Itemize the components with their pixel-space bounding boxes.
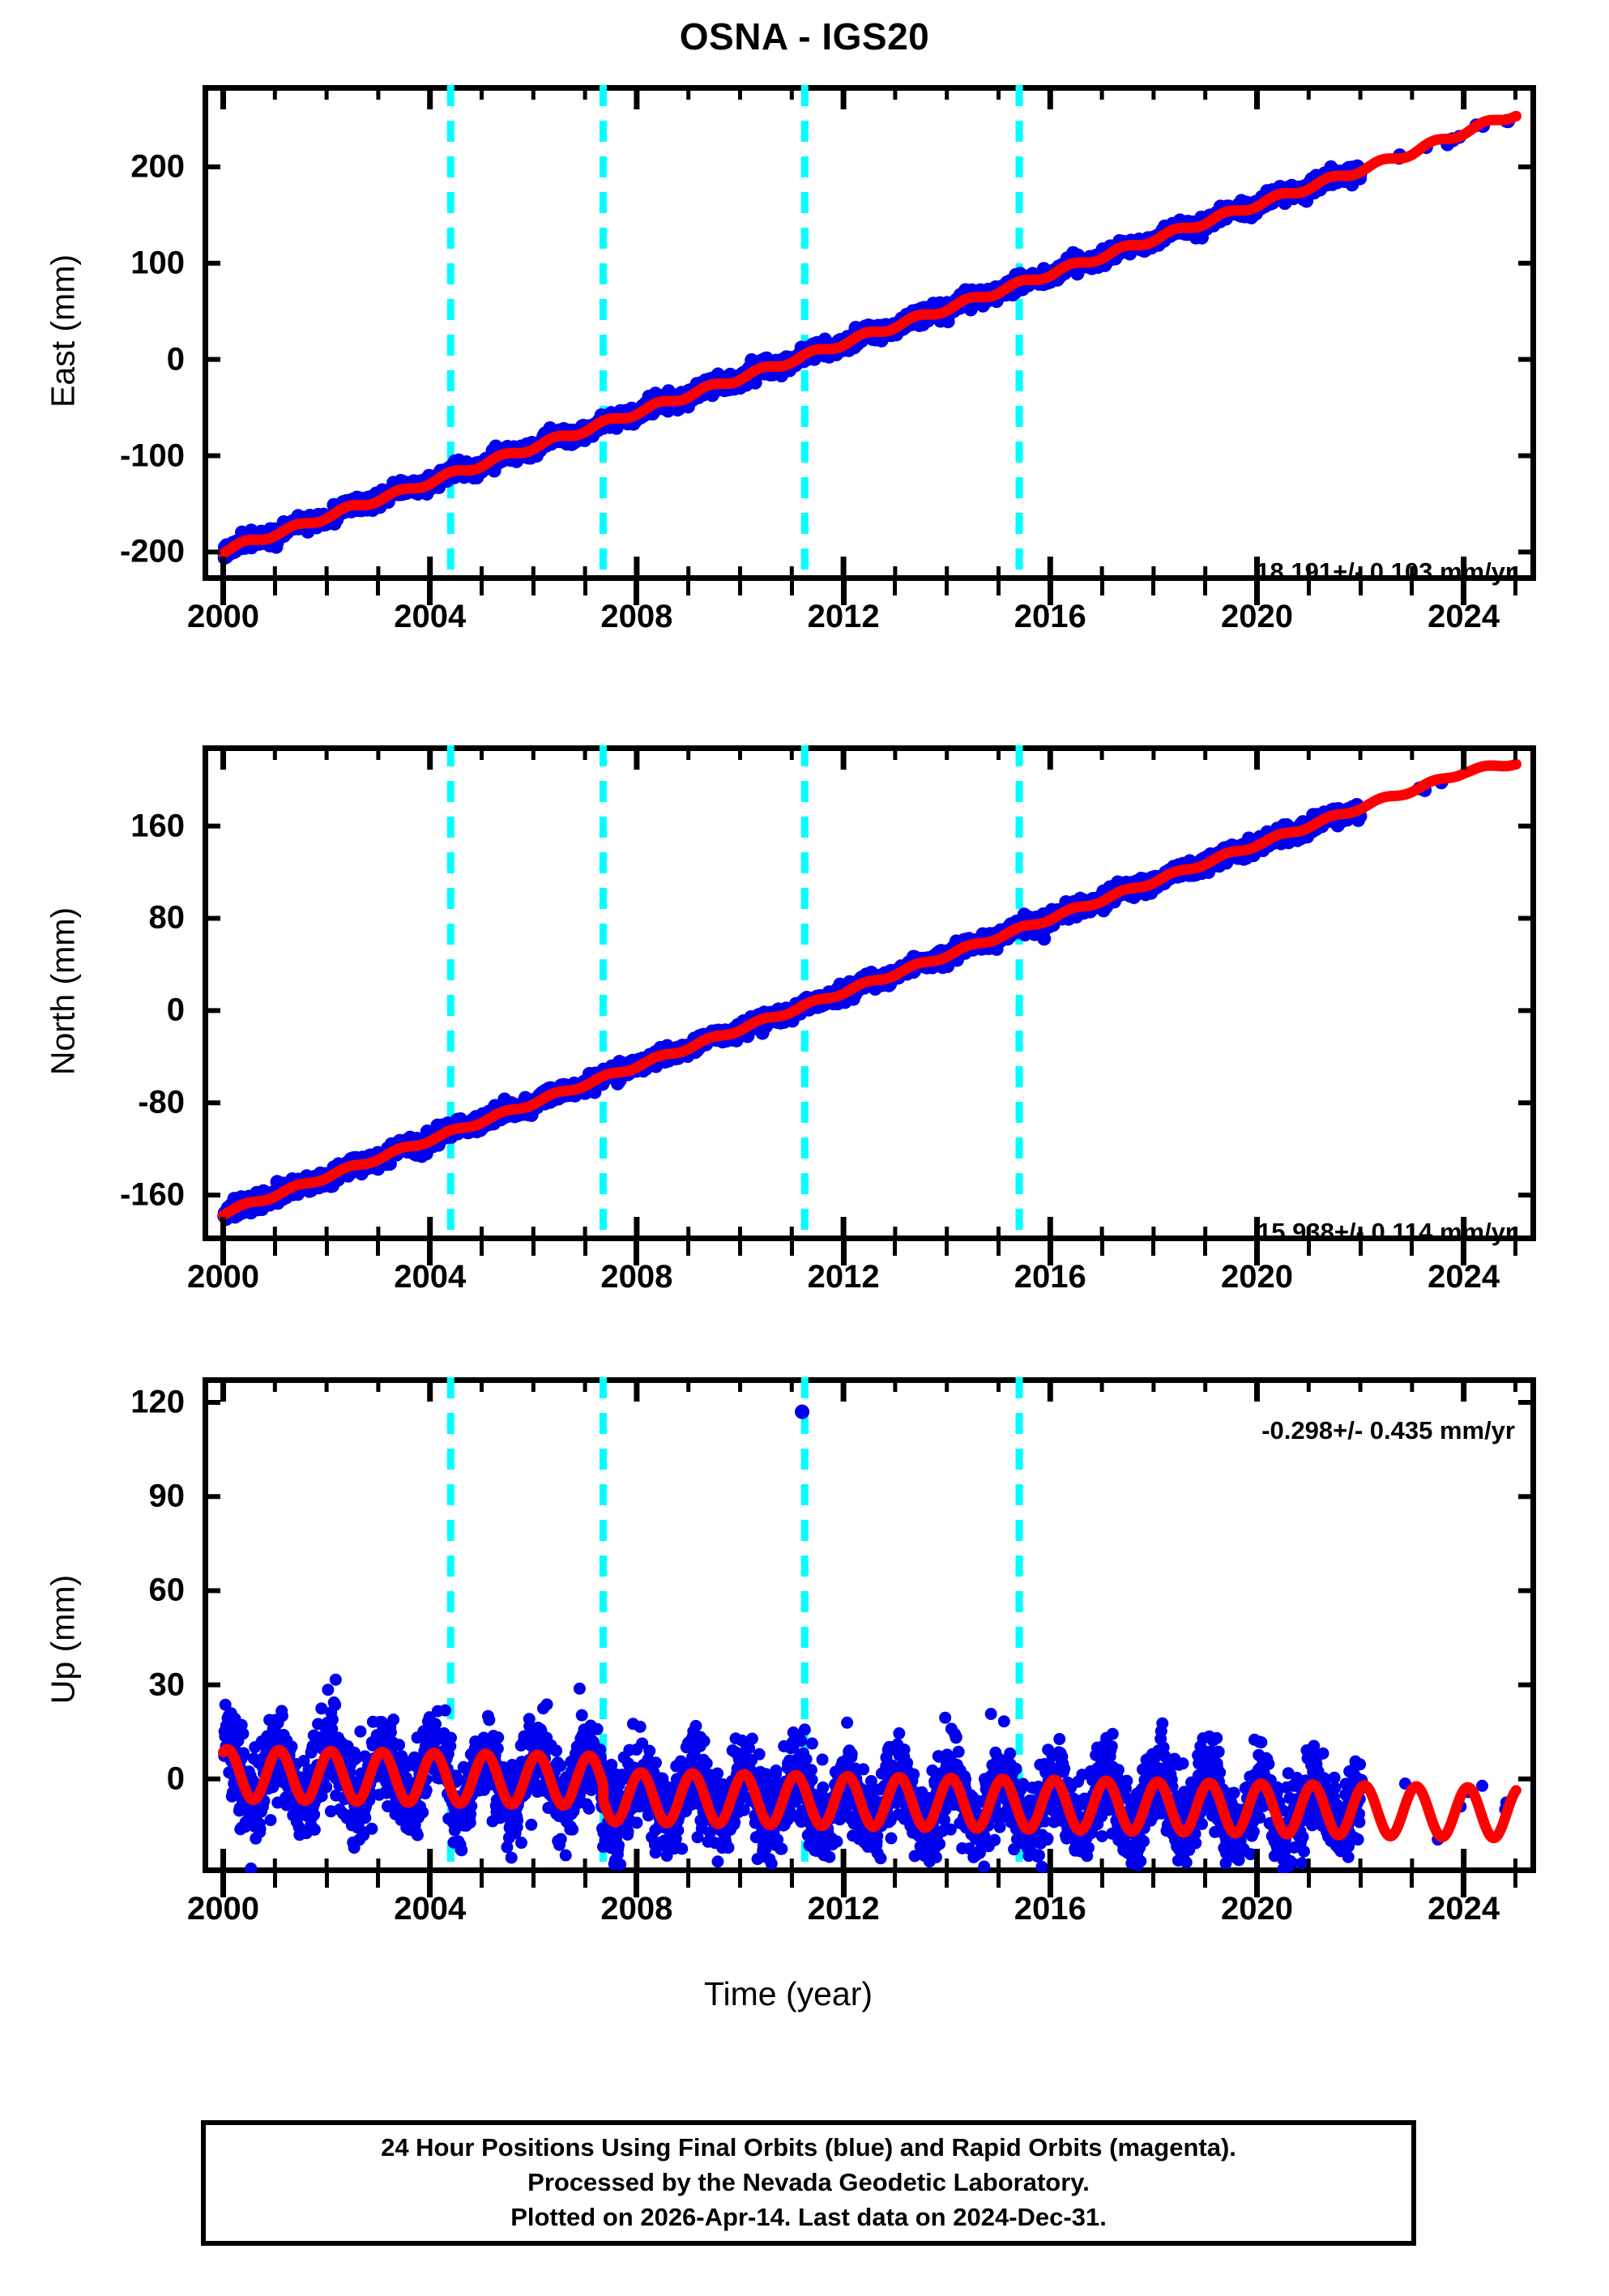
- model-line-path: [218, 110, 1522, 559]
- ytick-label: -200: [119, 533, 185, 570]
- panel-east-rate-label: 18.191+/- 0.103 mm/yr: [1256, 557, 1515, 586]
- panel-east-plot: [203, 85, 1536, 581]
- panel-east: [203, 85, 1536, 581]
- panel-east-axis-title: East (mm): [44, 254, 82, 408]
- panel-north-plot: [203, 745, 1536, 1241]
- ytick-label: 0: [166, 341, 185, 378]
- model-line-east: [218, 110, 1522, 559]
- ytick-label: 200: [130, 148, 185, 185]
- ytick-label: -100: [119, 437, 185, 473]
- page-title: OSNA - IGS20: [679, 15, 930, 58]
- ytick-label: 100: [130, 245, 185, 281]
- panel-north: [203, 745, 1536, 1241]
